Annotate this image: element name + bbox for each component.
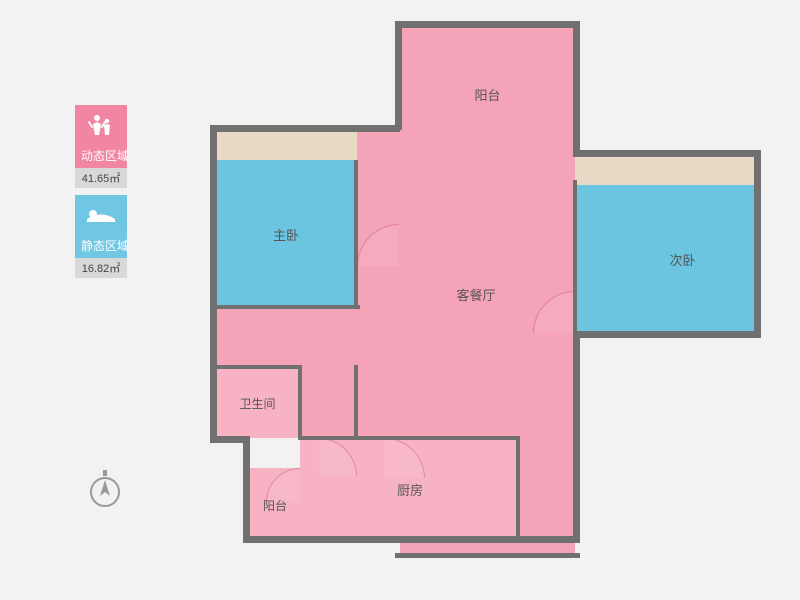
wall — [395, 21, 402, 130]
label-second-bed: 次卧 — [610, 250, 755, 269]
label-bath: 卫生间 — [215, 395, 300, 412]
wall — [243, 536, 580, 543]
wall — [573, 331, 761, 338]
wall — [573, 150, 761, 157]
label-living: 客餐厅 — [377, 285, 575, 304]
wall — [573, 331, 580, 543]
room-balcony-top — [400, 25, 575, 130]
strip-right — [518, 438, 575, 538]
room-living-ext — [215, 308, 357, 368]
legend-static-label: 静态区域 — [75, 235, 127, 258]
wall — [210, 365, 302, 369]
label-master-bed: 主卧 — [215, 225, 357, 244]
legend-static: 静态区域 16.82㎡ — [75, 195, 127, 278]
wall — [395, 21, 580, 28]
wall — [516, 438, 520, 538]
floor-plan: 阳台 主卧 次卧 客餐厅 卫生间 厨房 阳台 — [210, 25, 770, 570]
legend-static-area: 16.82㎡ — [75, 258, 127, 278]
legend-dynamic-label: 动态区域 — [75, 145, 127, 168]
wall — [298, 436, 520, 440]
room-bath-side — [300, 368, 357, 438]
room-living — [357, 130, 575, 438]
wall — [354, 365, 358, 440]
wall — [210, 305, 360, 309]
wall — [395, 553, 580, 558]
wall — [754, 150, 761, 338]
label-balcony-top: 阳台 — [400, 85, 575, 104]
wall — [210, 125, 400, 132]
legend-dynamic: 动态区域 41.65㎡ — [75, 105, 127, 188]
people-icon — [75, 105, 127, 145]
label-kitchen: 厨房 — [320, 480, 500, 499]
wall — [573, 180, 577, 335]
label-balcony-bot: 阳台 — [250, 497, 300, 514]
wall — [243, 436, 250, 543]
sleep-icon — [75, 195, 127, 235]
compass-icon — [88, 470, 122, 515]
legend-dynamic-area: 41.65㎡ — [75, 168, 127, 188]
wall-beige-right — [575, 155, 755, 185]
